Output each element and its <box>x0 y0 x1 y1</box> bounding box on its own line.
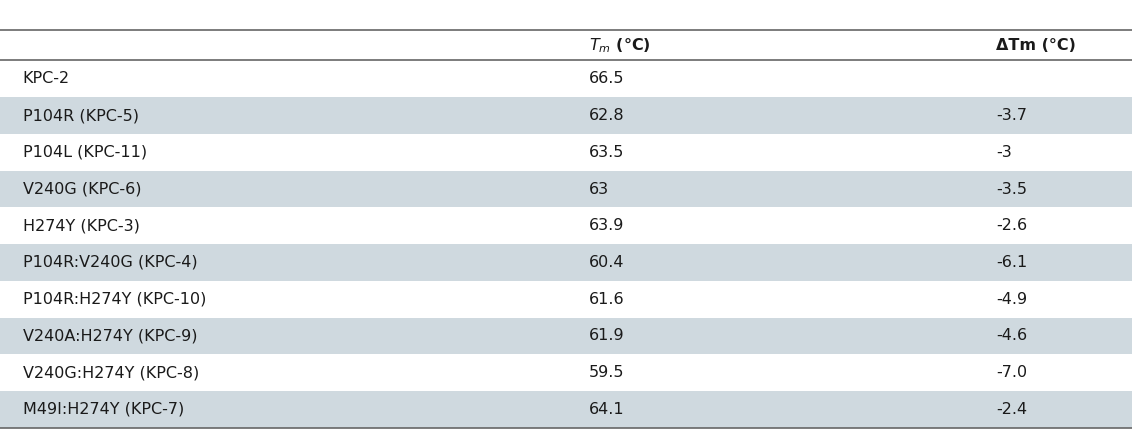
Text: 61.6: 61.6 <box>589 292 624 307</box>
Text: -2.4: -2.4 <box>996 402 1027 417</box>
Text: 59.5: 59.5 <box>589 365 624 380</box>
Text: -3.7: -3.7 <box>996 108 1027 123</box>
Text: -4.6: -4.6 <box>996 328 1027 343</box>
Text: P104L (KPC-11): P104L (KPC-11) <box>23 145 147 160</box>
Text: 61.9: 61.9 <box>589 328 624 343</box>
FancyBboxPatch shape <box>0 97 1132 134</box>
Text: 66.5: 66.5 <box>589 71 624 86</box>
FancyBboxPatch shape <box>0 281 1132 318</box>
FancyBboxPatch shape <box>0 244 1132 281</box>
FancyBboxPatch shape <box>0 134 1132 171</box>
Text: -3.5: -3.5 <box>996 181 1027 197</box>
Text: -2.6: -2.6 <box>996 218 1027 233</box>
Text: P104R:H274Y (KPC-10): P104R:H274Y (KPC-10) <box>23 292 206 307</box>
Text: 63.5: 63.5 <box>589 145 624 160</box>
Text: V240G (KPC-6): V240G (KPC-6) <box>23 181 142 197</box>
FancyBboxPatch shape <box>0 318 1132 354</box>
Text: 63: 63 <box>589 181 609 197</box>
Text: 62.8: 62.8 <box>589 108 624 123</box>
Text: -3: -3 <box>996 145 1012 160</box>
Text: V240G:H274Y (KPC-8): V240G:H274Y (KPC-8) <box>23 365 199 380</box>
Text: -7.0: -7.0 <box>996 365 1027 380</box>
Text: -6.1: -6.1 <box>996 255 1028 270</box>
Text: ΔTm (°C): ΔTm (°C) <box>996 38 1077 53</box>
Text: 60.4: 60.4 <box>589 255 624 270</box>
Text: 63.9: 63.9 <box>589 218 624 233</box>
FancyBboxPatch shape <box>0 60 1132 97</box>
Text: H274Y (KPC-3): H274Y (KPC-3) <box>23 218 139 233</box>
Text: $T_m$ (°C): $T_m$ (°C) <box>589 36 650 55</box>
FancyBboxPatch shape <box>0 354 1132 391</box>
Text: P104R:V240G (KPC-4): P104R:V240G (KPC-4) <box>23 255 197 270</box>
Text: -4.9: -4.9 <box>996 292 1027 307</box>
FancyBboxPatch shape <box>0 207 1132 244</box>
Text: M49I:H274Y (KPC-7): M49I:H274Y (KPC-7) <box>23 402 183 417</box>
FancyBboxPatch shape <box>0 171 1132 207</box>
Text: P104R (KPC-5): P104R (KPC-5) <box>23 108 138 123</box>
Text: KPC-2: KPC-2 <box>23 71 70 86</box>
FancyBboxPatch shape <box>0 391 1132 428</box>
Text: 64.1: 64.1 <box>589 402 624 417</box>
Text: V240A:H274Y (KPC-9): V240A:H274Y (KPC-9) <box>23 328 197 343</box>
